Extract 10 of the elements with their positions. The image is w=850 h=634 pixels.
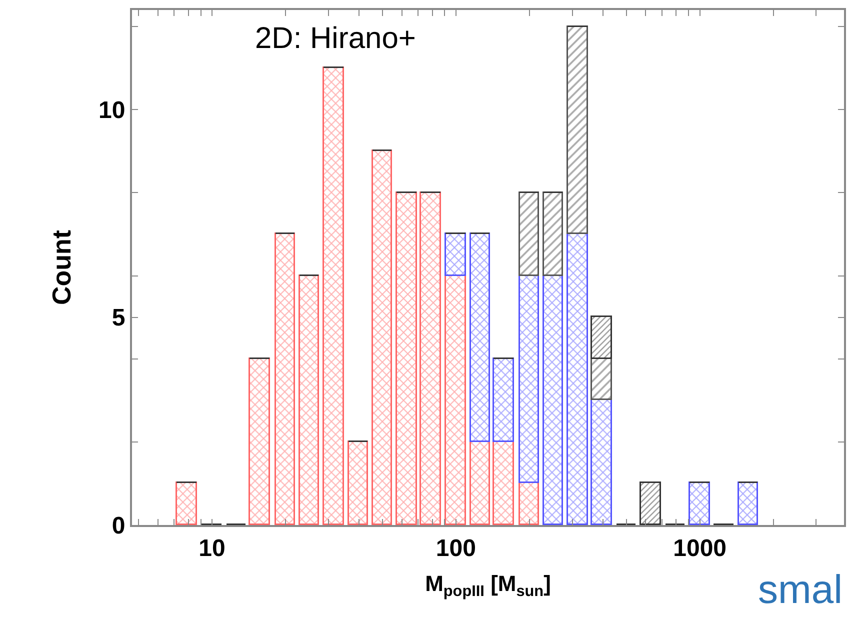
annotation: 2D: Hirano+ bbox=[255, 22, 416, 55]
y-tick-label: 0 bbox=[112, 512, 126, 540]
x-tick-label: 10 bbox=[198, 534, 226, 562]
y-axis-title: Count bbox=[46, 230, 76, 306]
x-axis-title: M$_{popIII}$ [M$_{sun}$] bbox=[425, 571, 551, 600]
x-tick-label: 100 bbox=[436, 534, 476, 562]
y-tick-label: 5 bbox=[112, 304, 126, 332]
y-tick-label: 10 bbox=[98, 97, 126, 124]
text: smal bbox=[758, 568, 842, 612]
x-tick-label: 1000 bbox=[673, 534, 727, 562]
